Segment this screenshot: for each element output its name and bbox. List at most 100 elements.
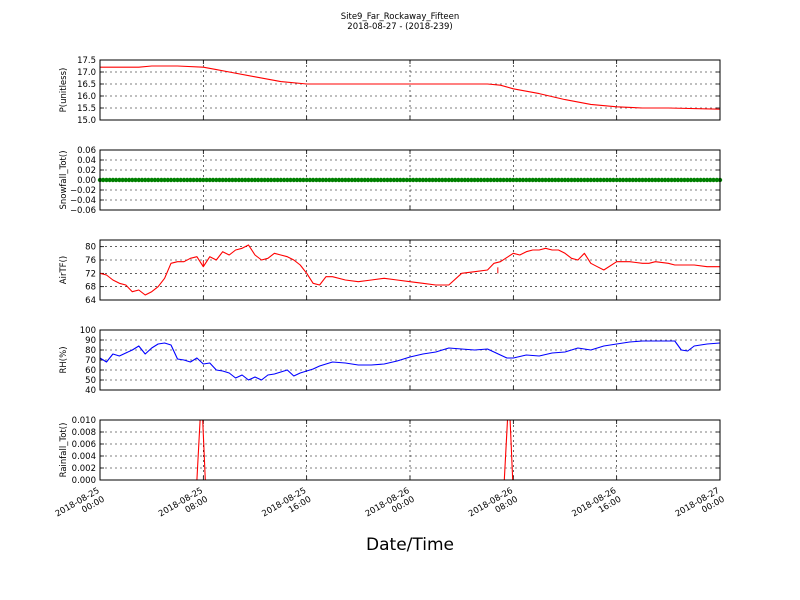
series-point [162, 177, 167, 183]
series-point [239, 177, 245, 183]
series-point [230, 177, 235, 183]
y-tick-label: 80 [85, 346, 96, 356]
series-point [194, 177, 200, 183]
y-tick-label: 16.0 [77, 92, 96, 102]
series-point [333, 177, 338, 183]
series-point [446, 177, 451, 183]
y-tick-label: 15.0 [77, 116, 96, 126]
series-point [591, 177, 597, 183]
series-point [272, 177, 277, 183]
series-point [588, 177, 593, 183]
series-point [566, 177, 571, 183]
series-point [159, 177, 164, 183]
series-point [201, 177, 206, 183]
series-point [310, 177, 316, 183]
series-point [650, 177, 655, 183]
y-tick-label: 68 [85, 283, 96, 293]
series-point [185, 177, 190, 183]
series-point [578, 177, 584, 183]
series-point [359, 177, 364, 183]
panel-frame [99, 329, 721, 391]
series-point [653, 177, 658, 183]
series-point [207, 177, 212, 183]
series-line [99, 244, 720, 296]
series-point [285, 177, 290, 183]
series-point [711, 177, 716, 183]
series-point [178, 177, 183, 183]
series-point [682, 177, 687, 183]
series-point [611, 177, 616, 183]
series-point [443, 177, 448, 183]
series-point [482, 177, 487, 183]
y-tick-label: 15.5 [77, 104, 96, 114]
series-point [136, 177, 141, 183]
series-point [217, 177, 222, 183]
series-point [352, 177, 358, 183]
x-tick-label: 2018-08-2600:00 [364, 486, 417, 528]
series-point [549, 177, 555, 183]
series-point [343, 177, 348, 183]
series-point [117, 177, 122, 183]
y-tick-label: −0.06 [70, 206, 96, 216]
series-point [459, 177, 464, 183]
series-point [214, 177, 219, 183]
series-point [701, 177, 707, 183]
y-tick-label: 70 [85, 356, 96, 366]
series-point [246, 177, 251, 183]
x-axis-ticks: 2018-08-2500:00 2018-08-2508:00 2018-08-25… [54, 486, 727, 528]
series-point [146, 177, 151, 183]
series-line [99, 340, 721, 381]
y-tick-label: 17.0 [77, 68, 96, 78]
series-point [314, 177, 319, 183]
x-tick-label: 2018-08-2700:00 [674, 486, 727, 528]
series-point [569, 177, 574, 183]
series-point [268, 177, 274, 183]
series-point [598, 177, 603, 183]
series-point [149, 177, 154, 183]
series-line [100, 65, 721, 110]
y-tick-label: 40 [85, 386, 96, 396]
series-point [695, 177, 700, 183]
series-point [388, 177, 393, 183]
series-point [449, 177, 455, 183]
series-point [627, 177, 632, 183]
series-point [411, 177, 416, 183]
series-point [404, 177, 409, 183]
series-point [675, 177, 681, 183]
series-point [556, 177, 561, 183]
series-point [669, 177, 674, 183]
series-point [643, 177, 648, 183]
series-point [595, 177, 600, 183]
series-point [262, 177, 267, 183]
series-point [349, 177, 355, 183]
series-point [540, 177, 545, 183]
y-tick-label: 0.008 [72, 428, 96, 438]
series-point [608, 177, 613, 183]
panel-0: 15.0 15.5 16.0 16.5 17.0 17.5 P(unitless) [59, 56, 721, 126]
series-point [320, 177, 325, 183]
series-point [259, 177, 264, 183]
series-point [394, 177, 400, 183]
series-point [617, 177, 623, 183]
series-point [679, 177, 684, 183]
series-point [281, 177, 287, 183]
panel-2: 64 68 72 76 80 AirTF() [59, 239, 721, 306]
series-point [430, 177, 435, 183]
series-point [637, 177, 642, 183]
y-axis-label: Snowfall_Tot() [59, 150, 69, 209]
series-point [537, 177, 542, 183]
y-tick-label: 90 [85, 336, 96, 346]
series-point [165, 177, 170, 183]
series-point [398, 177, 403, 183]
y-tick-label: 100 [80, 326, 96, 336]
series-point [407, 177, 413, 183]
x-tick-label: 2018-08-2608:00 [467, 486, 520, 528]
series-point [188, 177, 193, 183]
series-point [714, 177, 719, 183]
series-point [155, 177, 161, 183]
series-point [469, 177, 474, 183]
panel-frame [99, 149, 721, 211]
y-tick-label: 17.5 [77, 56, 96, 66]
series-point [495, 177, 500, 183]
